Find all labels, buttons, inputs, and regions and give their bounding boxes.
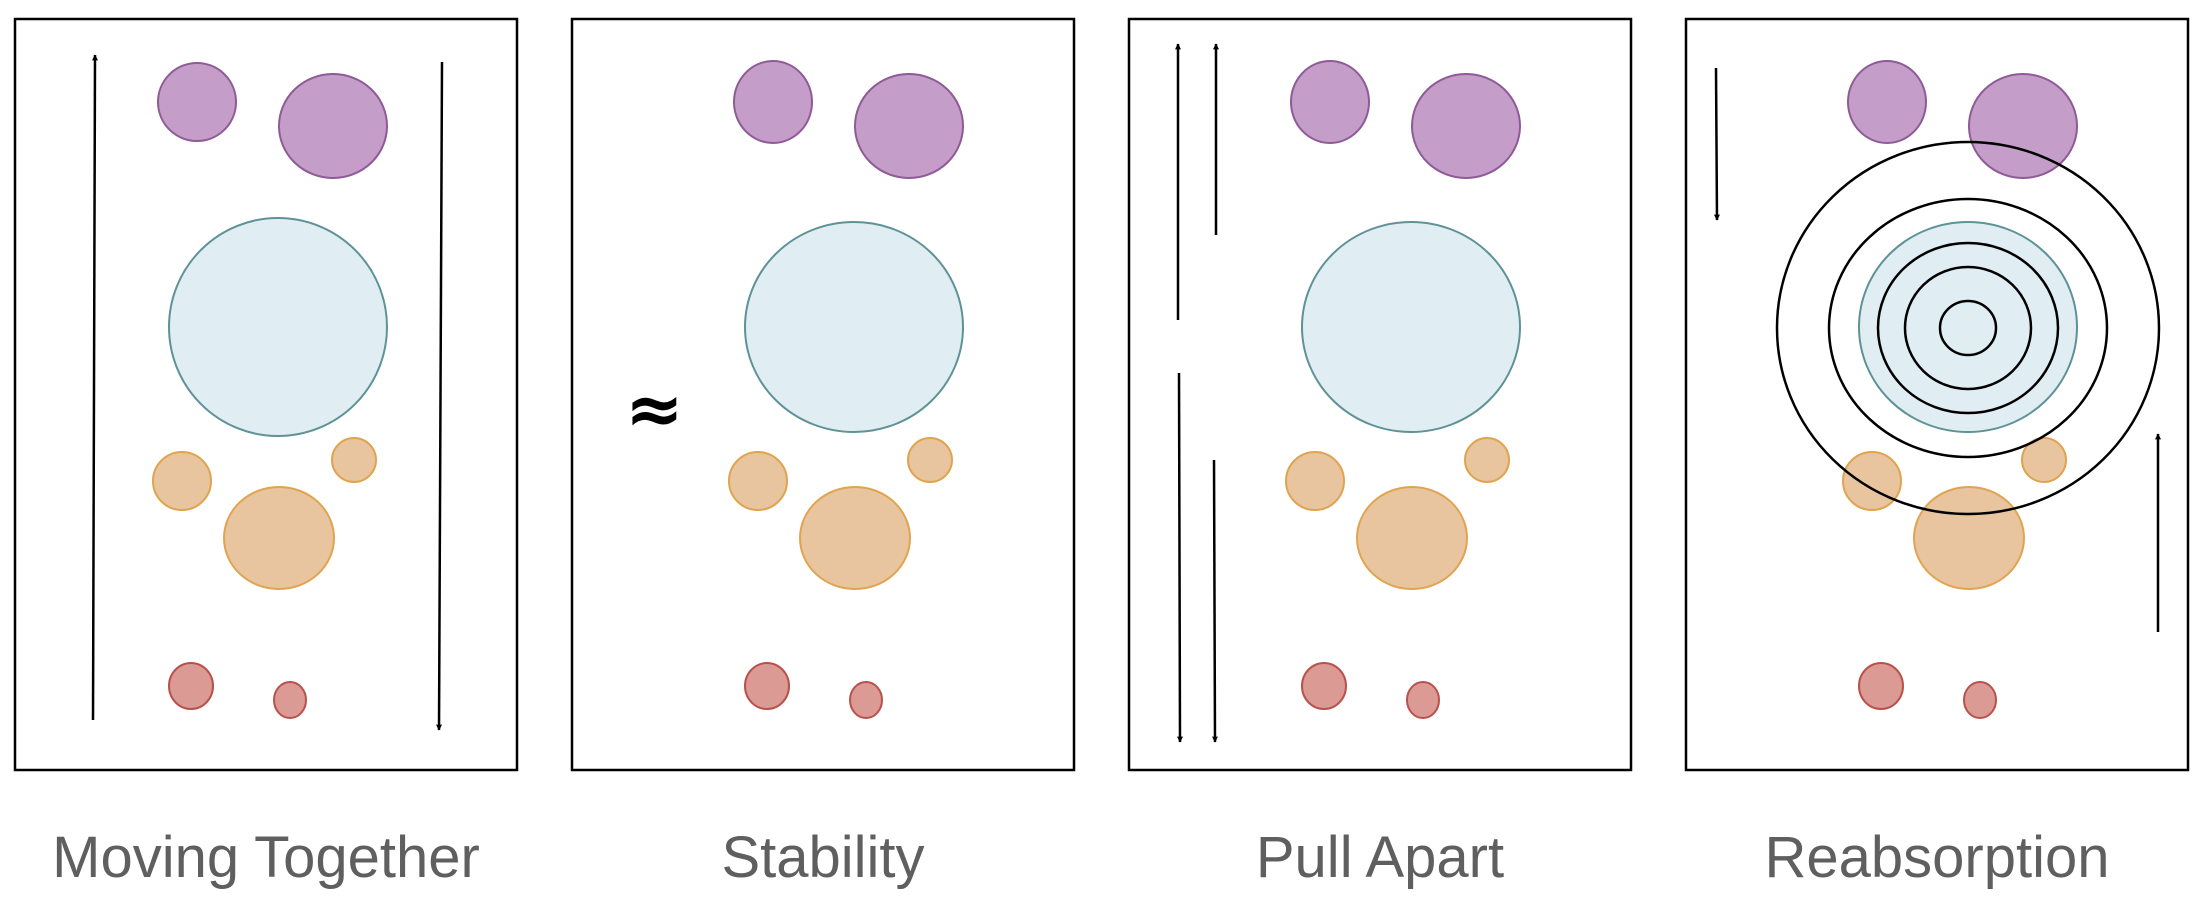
red-particle-left <box>1858 662 1904 710</box>
purple-particle-large <box>854 73 964 179</box>
red-particle-left <box>1301 662 1347 710</box>
ring-5 <box>1938 299 1998 357</box>
purple-particle-small <box>157 62 237 142</box>
orange-particle-large <box>223 486 335 590</box>
orange-particle-large <box>1356 486 1468 590</box>
label-stability: Stability <box>721 825 925 890</box>
label-reabsorption: Reabsorption <box>1764 825 2110 890</box>
purple-particle-small <box>1290 60 1370 144</box>
arrow-up <box>91 54 98 721</box>
red-particle-right <box>1406 681 1440 719</box>
blue-particle <box>744 221 964 433</box>
blue-particle <box>1858 221 2078 433</box>
concentric-rings <box>1775 140 2161 516</box>
particles <box>1842 60 2078 719</box>
orange-particle-right <box>1464 437 1510 483</box>
arrow-down-inner <box>1211 459 1218 743</box>
label-moving-together: Moving Together <box>52 825 480 890</box>
label-pull-apart: Pull Apart <box>1255 825 1505 890</box>
panel-stability: ≈ <box>570 17 1076 772</box>
panel-moving-together <box>13 17 519 772</box>
arrow-down <box>1713 67 1720 221</box>
ring-4 <box>1903 265 2033 391</box>
arrow-down-outer <box>1176 372 1183 743</box>
blue-particle <box>168 217 388 437</box>
orange-particle-left <box>728 451 788 511</box>
red-particle-right <box>1963 681 1997 719</box>
blue-particle <box>1301 221 1521 433</box>
purple-particle-small <box>1847 60 1927 144</box>
orange-particle-large <box>799 486 911 590</box>
purple-particle-small <box>733 60 813 144</box>
orange-particle-right <box>2021 437 2067 483</box>
orange-particle-large <box>1913 486 2025 590</box>
particles <box>152 62 388 719</box>
red-particle-left <box>168 662 214 710</box>
ring-3 <box>1876 241 2060 415</box>
purple-particle-large <box>1968 73 2078 179</box>
ring-1 <box>1775 140 2161 516</box>
red-particle-right <box>849 681 883 719</box>
orange-particle-left <box>152 451 212 511</box>
orange-particle-right <box>331 437 377 483</box>
particles <box>1285 60 1521 719</box>
particles <box>728 60 964 719</box>
red-particle-right <box>273 681 307 719</box>
orange-particle-left <box>1285 451 1345 511</box>
orange-particle-left <box>1842 451 1902 511</box>
purple-particle-large <box>1411 73 1521 179</box>
approx-symbol: ≈ <box>625 368 684 450</box>
arrow-down <box>436 61 444 731</box>
purple-particle-large <box>278 73 388 179</box>
panel-pull-apart <box>1127 17 1633 772</box>
ring-2 <box>1827 197 2109 459</box>
panel-reabsorption <box>1684 17 2190 772</box>
red-particle-left <box>744 662 790 710</box>
orange-particle-right <box>907 437 953 483</box>
